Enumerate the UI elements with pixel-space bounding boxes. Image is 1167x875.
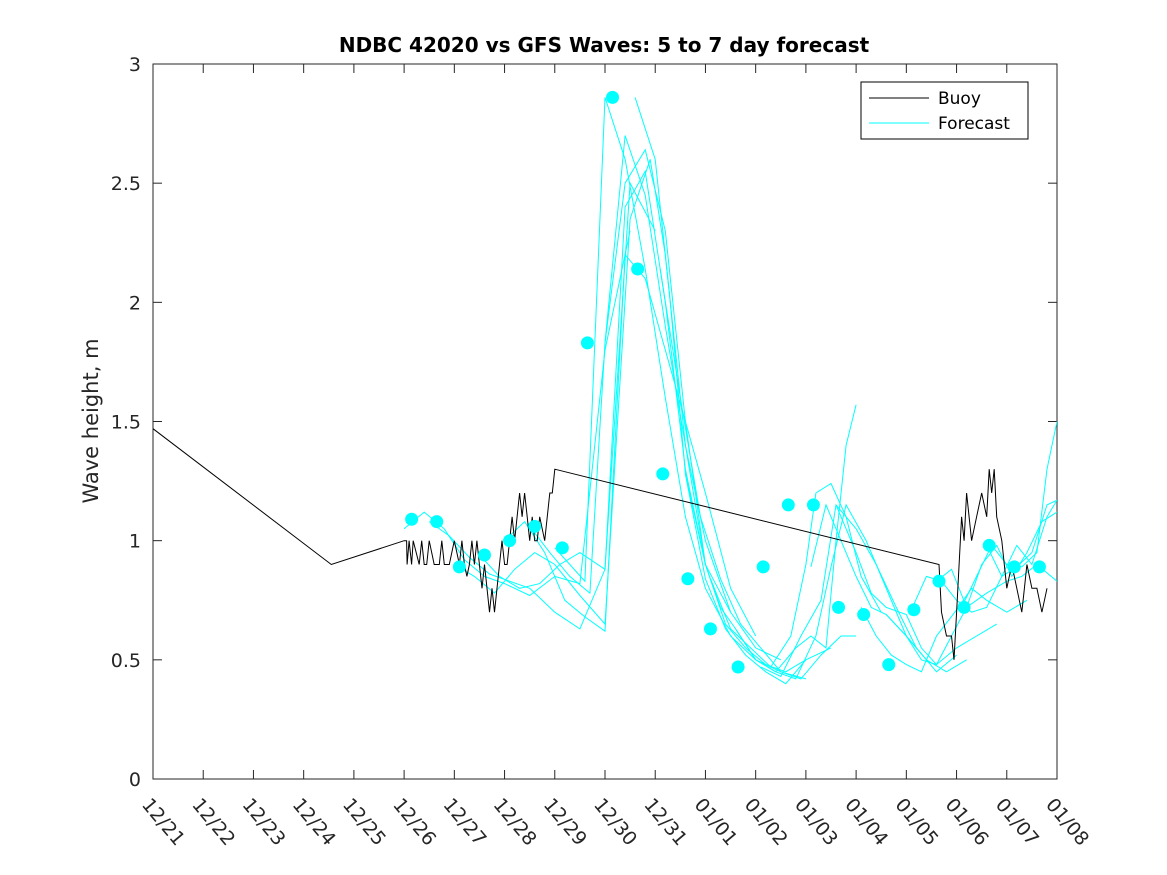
forecast-series-line <box>659 268 857 680</box>
forecast-start-marker <box>503 534 517 548</box>
y-tick-label: 0.5 <box>111 650 141 672</box>
forecast-start-marker <box>907 603 921 617</box>
y-axis-label: Wave height, m <box>79 338 103 503</box>
forecast-start-marker <box>405 512 419 526</box>
forecast-start-marker <box>528 519 542 533</box>
buoy-series-line <box>153 428 1048 660</box>
forecast-start-marker <box>1007 560 1021 574</box>
forecast-start-marker <box>731 660 745 674</box>
y-tick-label: 0 <box>129 769 141 791</box>
forecast-start-marker <box>882 658 896 672</box>
forecast-series-line <box>735 503 927 680</box>
forecast-series-line <box>860 587 1028 673</box>
forecast-start-marker <box>1032 560 1046 574</box>
y-tick-label: 1 <box>129 531 141 553</box>
y-tick-label: 2.5 <box>111 173 141 195</box>
legend-forecast-label: Forecast <box>938 114 1010 134</box>
y-tick-label: 1.5 <box>111 412 141 434</box>
forecast-start-marker <box>580 336 594 350</box>
forecast-start-marker <box>982 538 996 552</box>
forecast-start-marker <box>806 498 820 512</box>
forecast-start-marker <box>932 574 946 588</box>
legend: Buoy Forecast <box>860 81 1029 140</box>
forecast-series-line <box>504 253 757 637</box>
forecast-start-marker <box>430 515 444 529</box>
legend-buoy-label: Buoy <box>938 89 981 109</box>
forecast-start-marker <box>606 90 620 104</box>
forecast-start-marker <box>781 498 795 512</box>
forecast-series-line <box>986 499 1057 578</box>
forecast-start-marker <box>477 548 491 562</box>
legend-box <box>860 81 1029 140</box>
chart-title: NDBC 42020 vs GFS Waves: 5 to 7 day fore… <box>339 33 870 57</box>
forecast-series-line <box>936 511 1057 609</box>
forecast-start-marker <box>631 262 645 276</box>
forecast-start-marker <box>756 560 770 574</box>
forecast-series-line <box>684 404 857 673</box>
forecast-start-marker <box>656 467 670 481</box>
forecast-start-marker <box>681 572 695 586</box>
forecast-start-marker <box>957 600 971 614</box>
y-tick-label: 2 <box>129 292 141 314</box>
forecast-start-marker <box>452 560 466 574</box>
forecast-start-marker <box>703 622 717 636</box>
forecast-start-marker <box>555 541 569 555</box>
forecast-start-marker <box>832 600 846 614</box>
y-tick-label: 3 <box>129 54 141 76</box>
forecast-series-line <box>810 503 967 673</box>
forecast-start-marker <box>857 608 871 622</box>
forecast-series-line <box>835 504 997 666</box>
forecast-series-line <box>529 135 782 661</box>
